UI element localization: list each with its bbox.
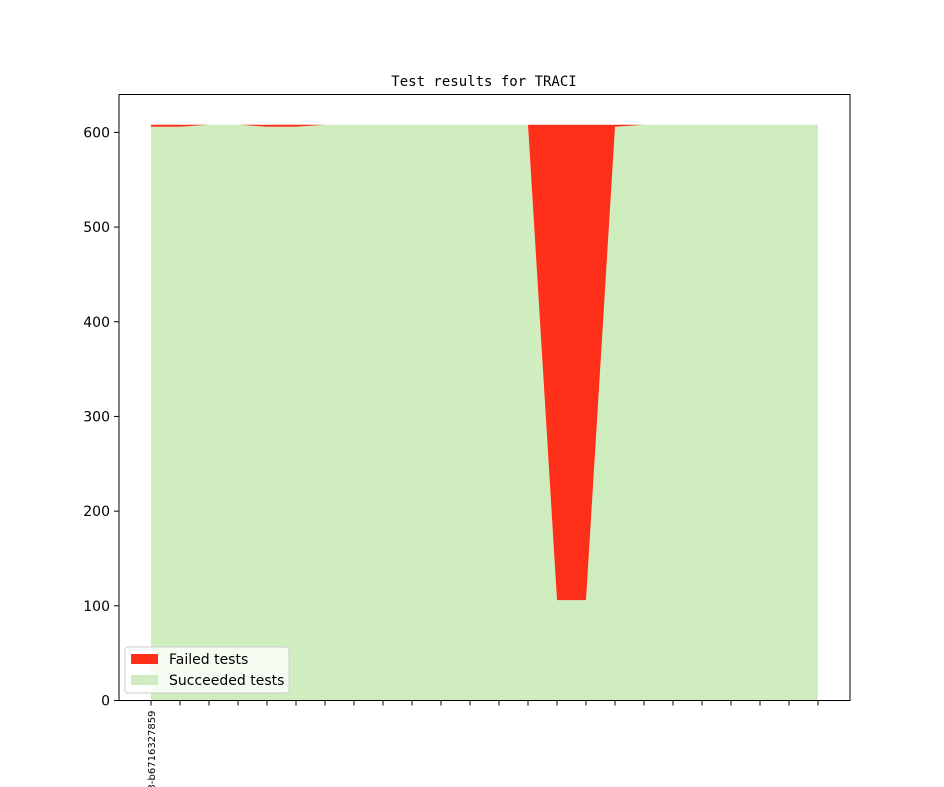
y-tick-label: 300 [83, 409, 110, 425]
y-tick-label: 100 [83, 599, 110, 615]
plot-frame [118, 94, 851, 701]
y-tick-label: 200 [83, 504, 110, 520]
legend-swatch [131, 654, 158, 664]
y-tick-label: 600 [83, 125, 110, 141]
y-tick-label: 400 [83, 315, 110, 331]
x-tick-label: 3-b6716327859 [147, 711, 158, 787]
legend-box [124, 646, 290, 694]
legend-label: Succeeded tests [169, 673, 284, 689]
legend-swatch [131, 675, 158, 685]
y-tick-label: 0 [101, 694, 110, 710]
legend: Failed tests Succeeded tests [124, 646, 290, 694]
succeeded-tests-area [151, 124, 818, 701]
y-tick-label: 500 [83, 220, 110, 236]
area-layer [151, 124, 818, 701]
chart-title: Test results for TRACI [391, 74, 576, 90]
legend-label: Failed tests [169, 652, 248, 668]
y-axis: 0 100 200 300 400 500 600 [83, 125, 119, 710]
x-axis: 3-b6716327859 [147, 700, 819, 787]
